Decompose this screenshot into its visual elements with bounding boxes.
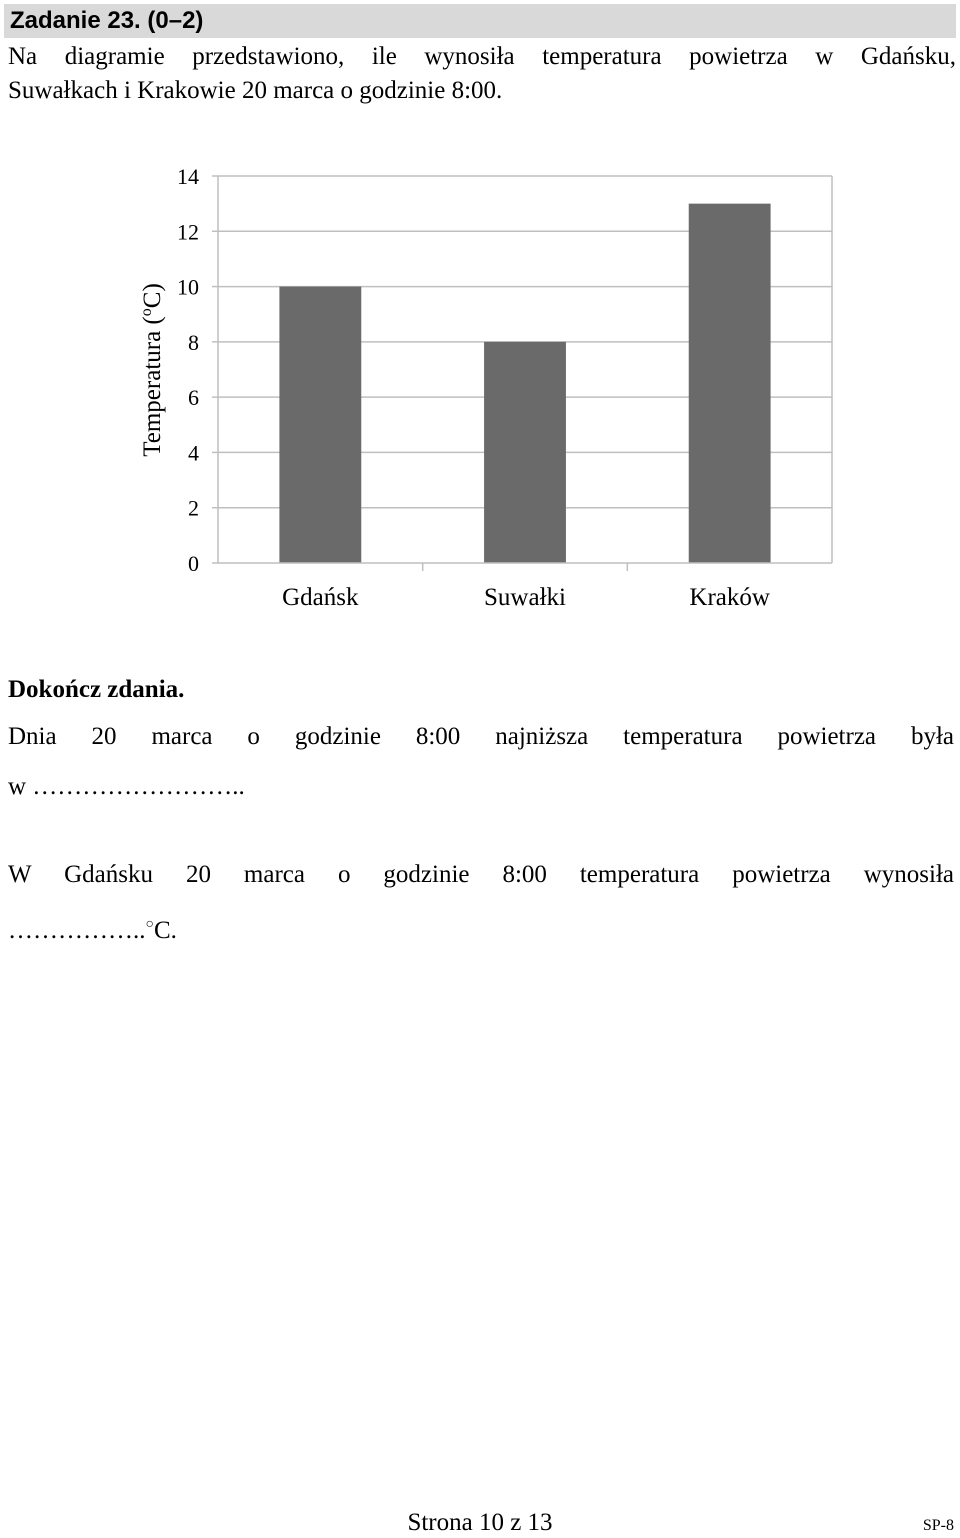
y-axis-label-prefix: Temperatura ( [139, 316, 166, 457]
sentence-1-line-2: w …………………….. [8, 773, 245, 800]
y-tick-label: 6 [188, 385, 199, 410]
task-intro: Na diagramie przedstawiono, ile wynosiła… [8, 40, 956, 108]
y-tick-label: 14 [177, 164, 199, 189]
intro-line-1: Na diagramie przedstawiono, ile wynosiła… [8, 43, 956, 70]
bar-2 [688, 203, 771, 563]
chart-axes [212, 175, 833, 571]
task-instruction: Dokończ zdania. [8, 676, 185, 703]
y-tick-label: 0 [188, 551, 199, 576]
sentence-lowest-temperature: Dnia 20 marca o godzinie 8:00 najniższa … [8, 720, 954, 804]
y-axis-label-degree: o [138, 308, 155, 316]
answer-blank: …………….. [8, 917, 146, 944]
x-category-label: Gdańsk [282, 584, 359, 611]
y-tick-label: 10 [177, 275, 199, 300]
chart-bars [279, 203, 771, 563]
sentence-gdansk-temperature: W Gdańsku 20 marca o godzinie 8:00 tempe… [8, 858, 954, 948]
bar-1 [484, 341, 566, 563]
sentence-1-line-1: Dnia 20 marca o godzinie 8:00 najniższa … [8, 723, 954, 750]
exam-code: SP-8 [922, 1517, 954, 1534]
bar-0 [279, 286, 362, 563]
page-number: Strona 10 z 13 [407, 1509, 553, 1536]
y-tick-label: 2 [188, 496, 199, 521]
temperature-bar-chart: 0 2 4 6 8 10 12 14 Gdańsk Suwałki Kraków Temperat… [138, 164, 833, 611]
sentence-2-line-2: ……………..○C. [8, 908, 954, 948]
x-category-label: Kraków [689, 584, 770, 611]
chart-category-labels: Gdańsk Suwałki Kraków [282, 584, 770, 611]
chart-y-tick-labels: 0 2 4 6 8 10 12 14 [177, 164, 199, 576]
task-title: Zadanie 23. (0–2) [10, 7, 204, 34]
x-category-label: Suwałki [484, 584, 566, 611]
y-tick-label: 8 [188, 330, 199, 355]
sentence-2-line-1: W Gdańsku 20 marca o godzinie 8:00 tempe… [8, 861, 954, 888]
y-tick-label: 4 [188, 440, 199, 465]
intro-line-2: Suwałkach i Krakowie 20 marca o godzinie… [8, 77, 503, 104]
degree-symbol: ○ [145, 917, 154, 932]
chart-y-axis-label: Temperatura (oC) [138, 283, 166, 457]
y-tick-label: 12 [177, 219, 199, 244]
unit-celsius: C. [153, 917, 177, 944]
y-axis-label-unit: C) [139, 283, 166, 308]
task-header: Zadanie 23. (0–2) [4, 4, 956, 38]
